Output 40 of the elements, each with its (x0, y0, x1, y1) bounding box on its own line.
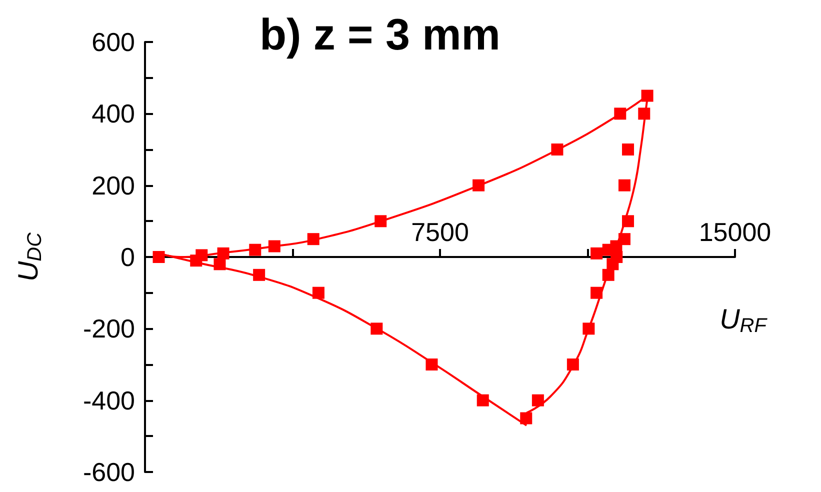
point (190, 254, 202, 267)
point (253, 268, 266, 281)
point (214, 258, 226, 270)
point (307, 233, 320, 246)
point (249, 244, 262, 256)
point (312, 286, 324, 299)
point (638, 108, 650, 120)
point (614, 108, 626, 120)
x-tick-label: 7500 (411, 217, 469, 247)
y-tick-label: 600 (92, 27, 135, 57)
point (472, 179, 485, 192)
point (582, 322, 595, 335)
point (641, 90, 654, 102)
chart-title: b) z = 3 mm (260, 10, 500, 60)
point (152, 251, 165, 263)
point (268, 240, 280, 252)
point (520, 412, 532, 424)
point (217, 247, 230, 260)
y-tick-label: 0 (120, 242, 135, 272)
point (476, 394, 489, 406)
point (551, 144, 564, 156)
y-tick-label: 400 (92, 98, 135, 129)
y-tick-label: -200 (82, 314, 135, 344)
y-tick-label: -600 (82, 457, 135, 487)
point (606, 258, 619, 270)
point (618, 179, 630, 192)
point (566, 358, 579, 370)
point (590, 247, 603, 260)
x-tick-label: 15000 (698, 217, 772, 247)
point (374, 215, 387, 228)
point (622, 144, 634, 156)
point (602, 268, 614, 281)
y-tick-label: -400 (82, 385, 135, 416)
point (370, 322, 383, 335)
point (426, 358, 438, 370)
point (532, 394, 544, 406)
y-axis-title: UDC (12, 232, 46, 282)
point (622, 215, 634, 228)
y-tick-label: 200 (92, 170, 135, 200)
point (590, 286, 603, 299)
